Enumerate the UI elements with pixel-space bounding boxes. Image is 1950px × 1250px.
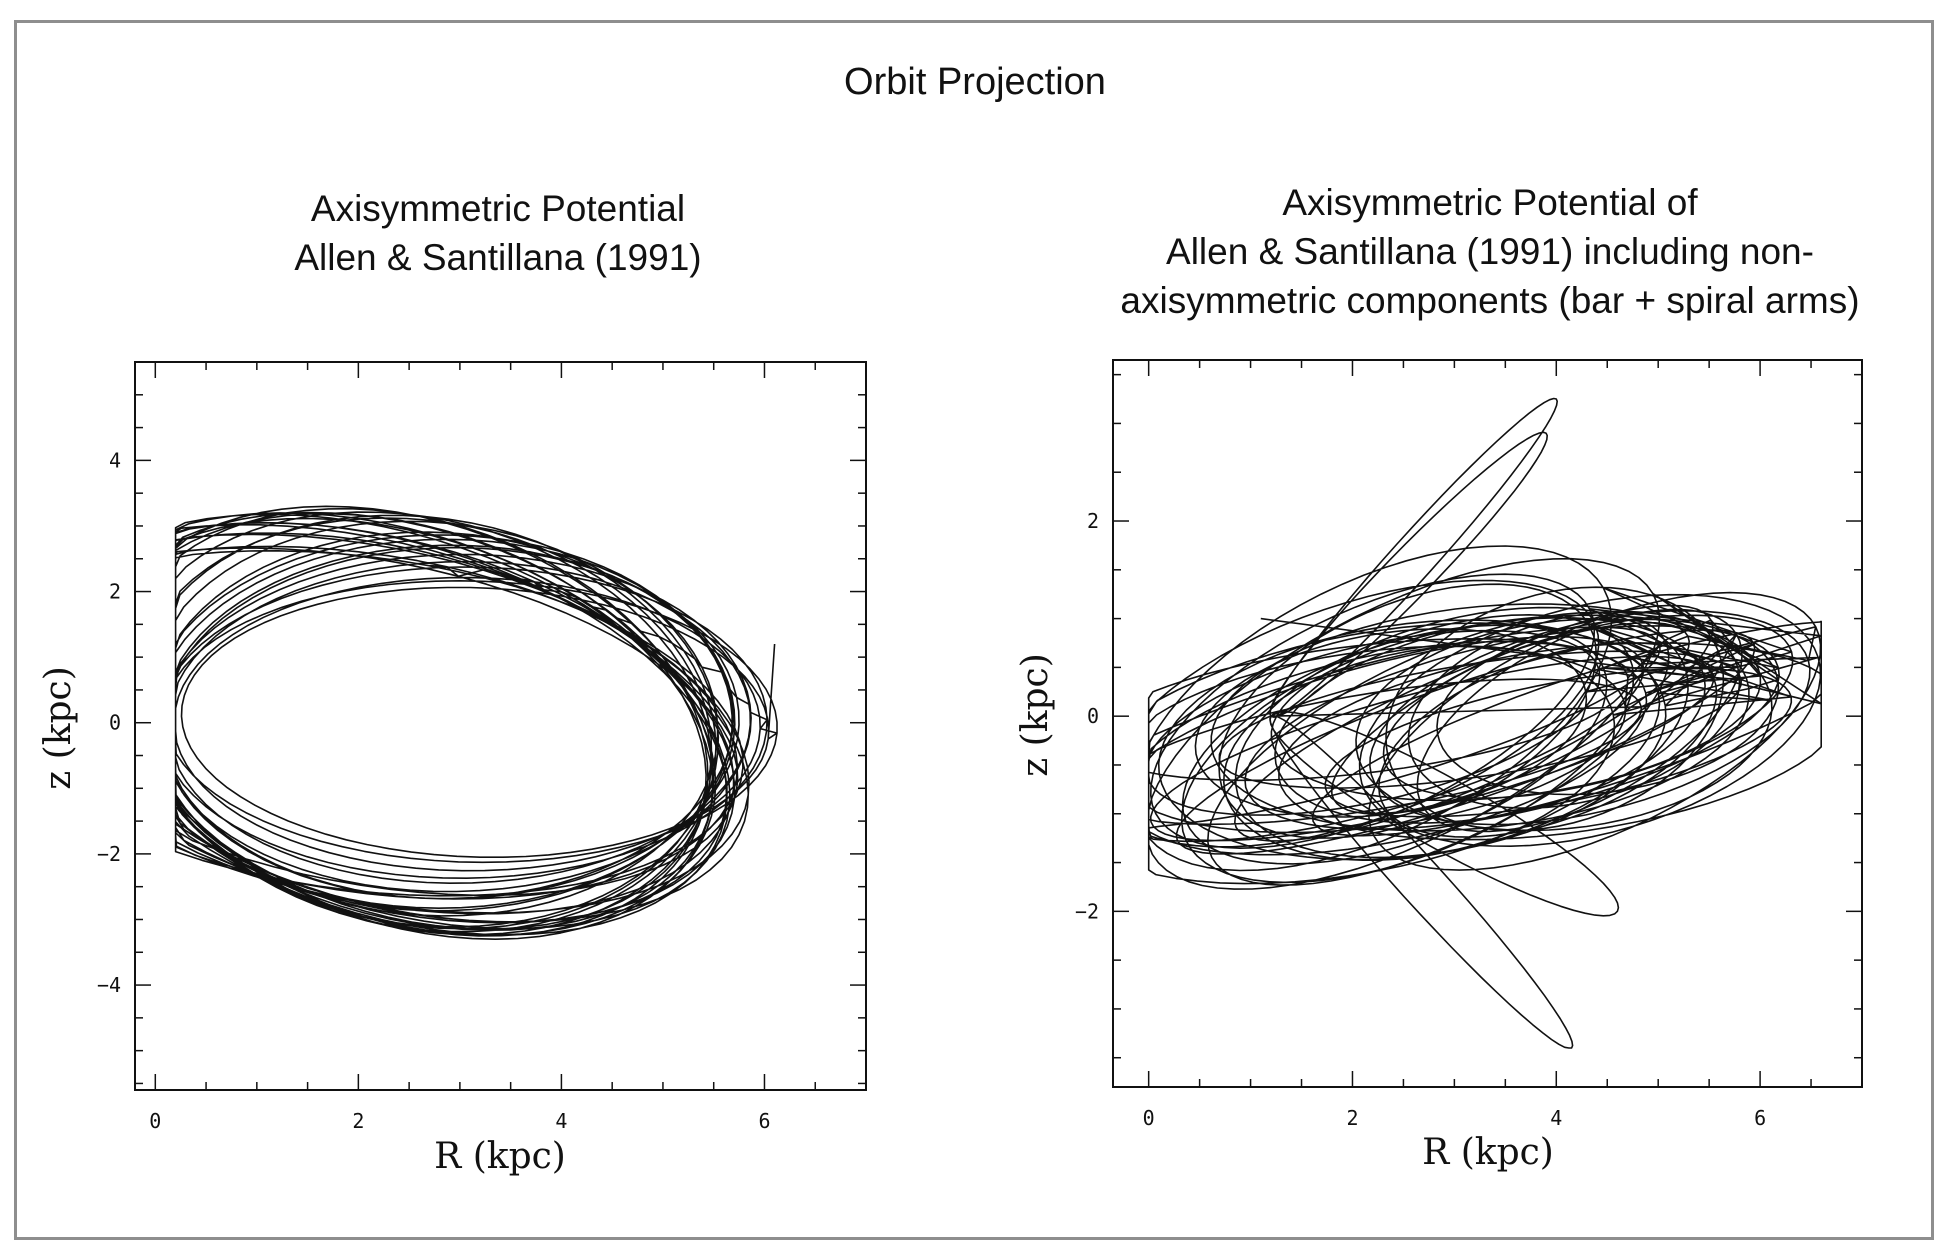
right-x-axis-title: R (kpc) xyxy=(1422,1132,1554,1173)
left-y-axis-title: z (kpc) xyxy=(38,666,79,790)
left-x-tick-label: 0 xyxy=(149,1109,161,1133)
left-x-tick-label: 4 xyxy=(555,1109,567,1133)
right-panel-title-line-1: Axisymmetric Potential of xyxy=(1282,182,1698,223)
figure-frame xyxy=(14,20,1934,1240)
right-x-tick-label: 0 xyxy=(1143,1106,1155,1130)
left-y-tick-label: −2 xyxy=(97,842,121,866)
left-y-tick-label: 2 xyxy=(109,580,121,604)
right-panel-title-line-3: axisymmetric components (bar + spiral ar… xyxy=(1120,280,1860,321)
right-x-tick-label: 2 xyxy=(1346,1106,1358,1130)
left-panel-title: Axisymmetric Potential Allen & Santillan… xyxy=(198,184,798,282)
left-y-tick-label: −4 xyxy=(97,973,121,997)
left-panel-title-line-1: Axisymmetric Potential xyxy=(310,188,686,229)
left-orbit-trace xyxy=(174,505,778,940)
left-y-tick-label: 0 xyxy=(109,711,121,735)
left-x-tick-label: 6 xyxy=(758,1109,770,1133)
right-panel-plot: R (kpc) z (kpc) 0 2 4 6 −2 0 2 xyxy=(1015,359,1863,1173)
left-x-tick-label: 2 xyxy=(352,1109,364,1133)
right-plot-area xyxy=(1112,359,1863,1088)
right-y-axis-title: z (kpc) xyxy=(1015,653,1056,777)
left-plot-area xyxy=(134,361,867,1091)
right-orbit-trace xyxy=(1147,397,1822,1049)
right-y-tick-label: −2 xyxy=(1075,899,1099,923)
figure-title: Orbit Projection xyxy=(844,61,1106,103)
right-panel-title-line-2: Allen & Santillana (1991) including non- xyxy=(1166,231,1814,272)
right-y-tick-label: 2 xyxy=(1087,509,1099,533)
left-y-tick-label: 4 xyxy=(109,448,121,472)
right-y-tick-label: 0 xyxy=(1087,704,1099,728)
right-x-tick-label: 6 xyxy=(1754,1106,1766,1130)
right-x-tick-label: 4 xyxy=(1550,1106,1562,1130)
right-panel-title: Axisymmetric Potential of Allen & Santil… xyxy=(1040,178,1940,325)
left-x-axis-title: R (kpc) xyxy=(434,1136,566,1177)
left-panel-title-line-2: Allen & Santillana (1991) xyxy=(294,237,702,278)
left-panel-plot: R (kpc) z (kpc) 0 2 4 6 −4 −2 0 2 4 xyxy=(38,361,867,1177)
